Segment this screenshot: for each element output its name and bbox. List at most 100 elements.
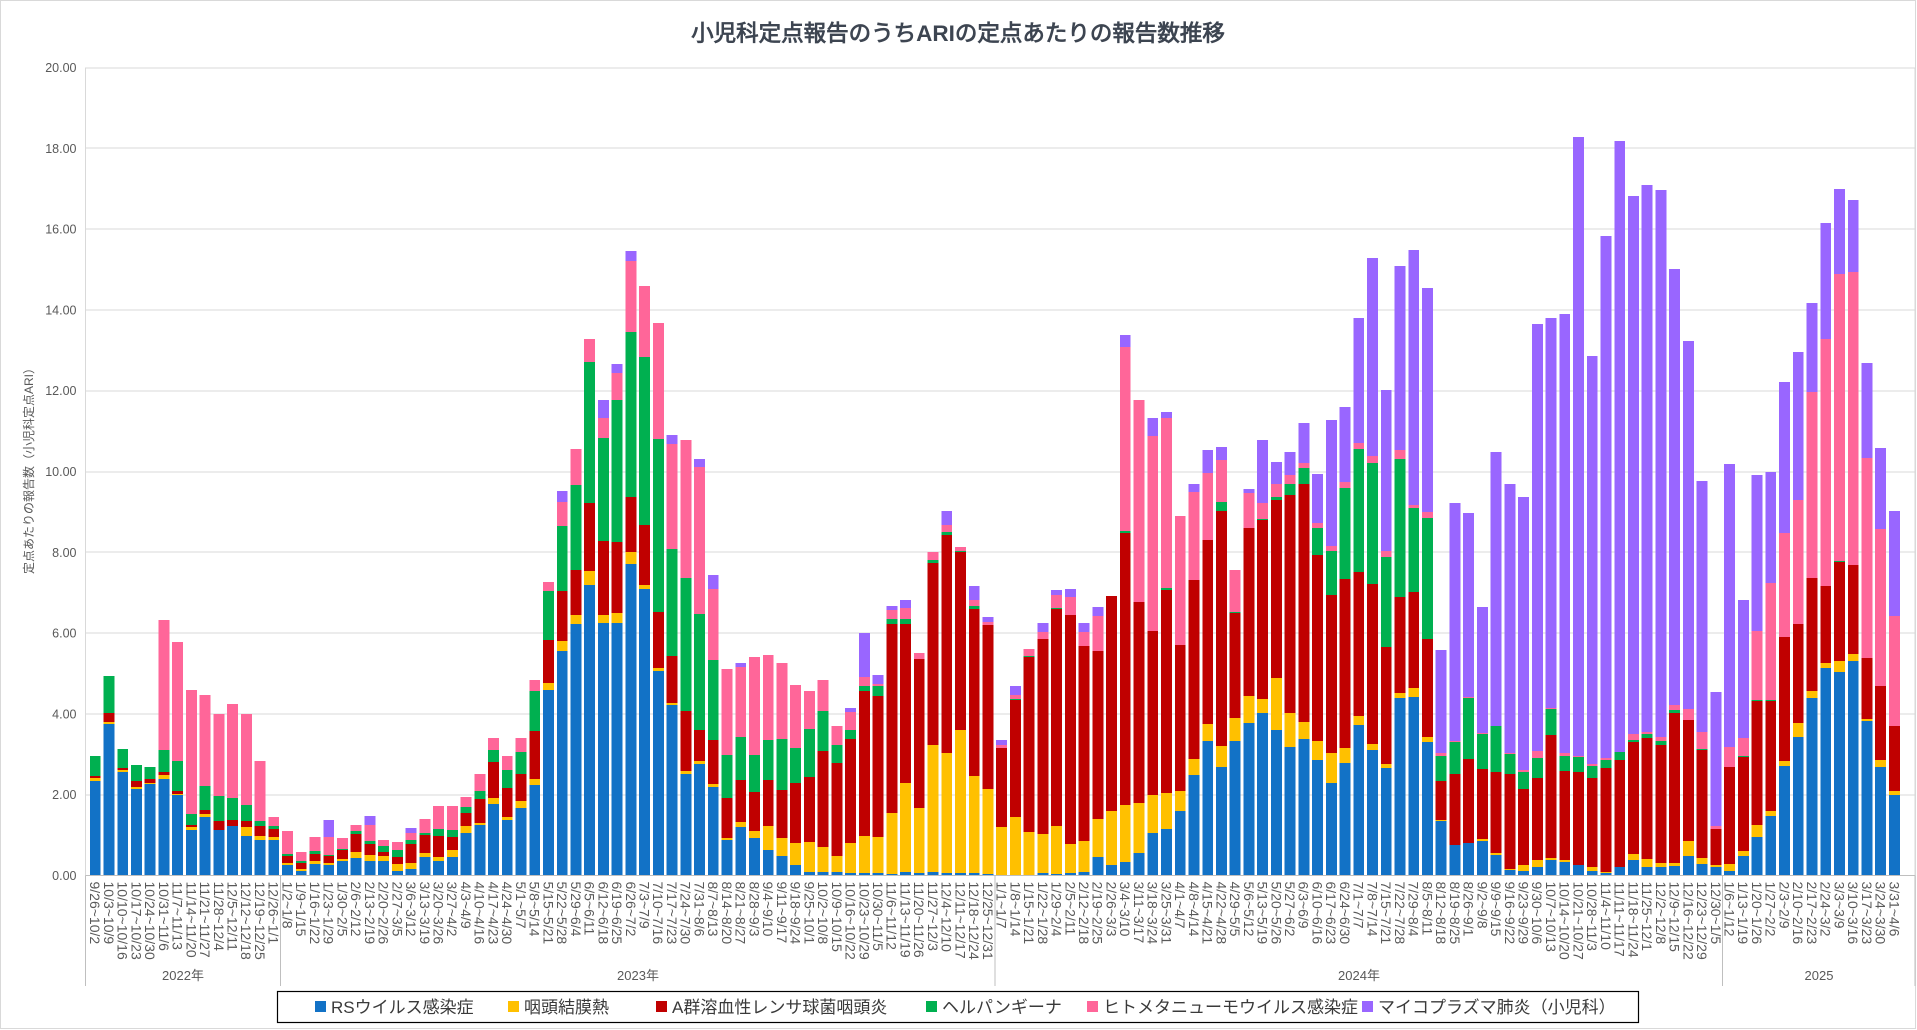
svg-text:16.00: 16.00 [45,223,76,237]
svg-text:9/16~9/22: 9/16~9/22 [1502,882,1518,945]
svg-text:12/5~12/11: 12/5~12/11 [225,882,241,952]
svg-text:1/16~1/22: 1/16~1/22 [307,882,323,945]
svg-text:9/2~9/8: 9/2~9/8 [1474,882,1490,929]
svg-text:1/27~2/2: 1/27~2/2 [1763,882,1779,937]
svg-text:7/15~7/21: 7/15~7/21 [1378,882,1394,945]
svg-text:7/29~8/4: 7/29~8/4 [1406,882,1422,937]
svg-text:1/6~1/12: 1/6~1/12 [1722,882,1738,937]
svg-text:5/13~5/19: 5/13~5/19 [1255,882,1271,945]
svg-text:11/20~11/26: 11/20~11/26 [911,882,927,958]
svg-text:6/5~6/11: 6/5~6/11 [582,882,598,936]
svg-text:6/3~6/9: 6/3~6/9 [1296,882,1312,929]
svg-text:6/19~6/25: 6/19~6/25 [609,882,625,945]
svg-text:1/15~1/21: 1/15~1/21 [1021,882,1037,945]
svg-text:2/5~2/11: 2/5~2/11 [1062,882,1078,936]
svg-text:咽頭結膜熱: 咽頭結膜熱 [524,998,609,1017]
svg-text:12/25~12/31: 12/25~12/31 [980,882,996,960]
svg-text:定点あたりの報告数（小児科定点ARI）: 定点あたりの報告数（小児科定点ARI） [21,362,36,574]
svg-text:12/4~12/10: 12/4~12/10 [939,882,955,953]
svg-text:2024年: 2024年 [1338,968,1380,983]
svg-text:4/29~5/5: 4/29~5/5 [1227,882,1243,937]
svg-text:10/14~10/20: 10/14~10/20 [1557,882,1573,960]
svg-text:10/31~11/6: 10/31~11/6 [156,882,172,952]
svg-text:2023年: 2023年 [617,968,659,983]
svg-text:8/5~8/11: 8/5~8/11 [1419,882,1435,936]
svg-text:7/3~7/9: 7/3~7/9 [637,882,653,929]
svg-text:4/1~4/7: 4/1~4/7 [1172,882,1188,929]
svg-text:1/29~2/4: 1/29~2/4 [1049,882,1065,937]
svg-text:3/25~3/31: 3/25~3/31 [1158,882,1174,945]
svg-text:ヘルパンギーナ: ヘルパンギーナ [942,998,1062,1017]
svg-text:11/11~11/17: 11/11~11/17 [1612,882,1628,957]
svg-text:8/26~9/1: 8/26~9/1 [1461,882,1477,937]
svg-text:8.00: 8.00 [52,546,76,560]
svg-text:4/15~4/21: 4/15~4/21 [1200,882,1216,945]
svg-text:5/29~6/4: 5/29~6/4 [568,882,584,937]
svg-text:8/14~8/20: 8/14~8/20 [719,882,735,945]
svg-text:20.00: 20.00 [45,61,76,75]
svg-text:7/17~7/23: 7/17~7/23 [664,882,680,945]
svg-text:5/20~5/26: 5/20~5/26 [1268,882,1284,945]
svg-text:1/2~1/8: 1/2~1/8 [279,882,295,929]
svg-text:9/30~10/6: 9/30~10/6 [1529,882,1545,945]
svg-text:3/31~4/6: 3/31~4/6 [1886,882,1902,937]
svg-text:3/10~3/16: 3/10~3/16 [1845,882,1861,945]
svg-text:小児科定点報告のうちARIの定点あたりの報告数推移: 小児科定点報告のうちARIの定点あたりの報告数推移 [691,20,1225,46]
svg-text:2/17~2/23: 2/17~2/23 [1804,882,1820,945]
svg-text:3/13~3/19: 3/13~3/19 [417,882,433,945]
svg-text:2/6~2/12: 2/6~2/12 [348,882,364,937]
svg-text:2/24~3/2: 2/24~3/2 [1818,882,1834,937]
svg-text:3/4~3/10: 3/4~3/10 [1117,882,1133,937]
svg-text:9/4~9/10: 9/4~9/10 [760,882,776,937]
svg-text:12/30~1/5: 12/30~1/5 [1708,882,1724,945]
svg-text:2/12~2/18: 2/12~2/18 [1076,882,1092,945]
svg-text:マイコプラズマ肺炎（小児科）: マイコプラズマ肺炎（小児科） [1378,998,1616,1017]
svg-text:5/15~5/21: 5/15~5/21 [540,882,556,945]
svg-text:9/9~9/15: 9/9~9/15 [1488,882,1504,937]
svg-text:18.00: 18.00 [45,142,76,156]
svg-text:4/10~4/16: 4/10~4/16 [472,882,488,945]
svg-text:1/22~1/28: 1/22~1/28 [1035,882,1051,945]
svg-text:9/25~10/1: 9/25~10/1 [801,882,817,945]
svg-text:8/28~9/3: 8/28~9/3 [746,882,762,937]
svg-text:6/12~6/18: 6/12~6/18 [595,882,611,945]
svg-text:14.00: 14.00 [45,303,76,317]
svg-text:9/11~9/17: 9/11~9/17 [774,882,790,944]
svg-text:6/17~6/23: 6/17~6/23 [1323,882,1339,945]
svg-text:8/7~8/13: 8/7~8/13 [705,882,721,937]
svg-text:1/20~1/26: 1/20~1/26 [1749,882,1765,945]
svg-text:10/7~10/13: 10/7~10/13 [1543,882,1559,953]
svg-text:10/17~10/23: 10/17~10/23 [128,882,144,960]
svg-text:7/8~7/14: 7/8~7/14 [1364,882,1380,937]
svg-text:2/3~2/9: 2/3~2/9 [1776,882,1792,929]
svg-text:12/11~12/17: 12/11~12/17 [952,882,968,959]
svg-text:9/26~10/2: 9/26~10/2 [87,882,103,945]
svg-text:1/30~2/5: 1/30~2/5 [334,882,350,937]
svg-text:10/30~11/5: 10/30~11/5 [870,882,886,952]
svg-text:11/13~11/19: 11/13~11/19 [898,882,914,958]
svg-text:6.00: 6.00 [52,627,76,641]
svg-text:4/22~4/28: 4/22~4/28 [1213,882,1229,945]
svg-text:1/13~1/19: 1/13~1/19 [1735,882,1751,945]
svg-text:1/23~1/29: 1/23~1/29 [321,882,337,945]
svg-text:10/2~10/8: 10/2~10/8 [815,882,831,945]
svg-text:11/4~11/10: 11/4~11/10 [1598,882,1614,951]
svg-text:11/27~12/3: 11/27~12/3 [925,882,941,952]
svg-text:3/18~3/24: 3/18~3/24 [1145,882,1161,945]
svg-text:10/24~10/30: 10/24~10/30 [142,882,158,960]
svg-text:2/27~3/5: 2/27~3/5 [389,882,405,937]
svg-text:11/18~11/24: 11/18~11/24 [1625,882,1641,958]
svg-text:9/23~9/29: 9/23~9/29 [1516,882,1532,945]
svg-text:11/7~11/13: 11/7~11/13 [170,882,186,951]
svg-text:12/12~12/18: 12/12~12/18 [238,882,254,960]
svg-text:10/3~10/9: 10/3~10/9 [101,882,117,945]
svg-text:12/9~12/15: 12/9~12/15 [1667,882,1683,953]
svg-text:3/6~3/12: 3/6~3/12 [403,882,419,937]
svg-text:7/10~7/16: 7/10~7/16 [650,882,666,945]
svg-text:12/2~12/8: 12/2~12/8 [1653,882,1669,945]
svg-text:2025: 2025 [1805,968,1834,983]
svg-text:8/19~8/25: 8/19~8/25 [1447,882,1463,945]
svg-text:2/10~2/16: 2/10~2/16 [1790,882,1806,945]
svg-text:4/3~4/9: 4/3~4/9 [458,882,474,929]
svg-text:1/9~1/15: 1/9~1/15 [293,882,309,937]
